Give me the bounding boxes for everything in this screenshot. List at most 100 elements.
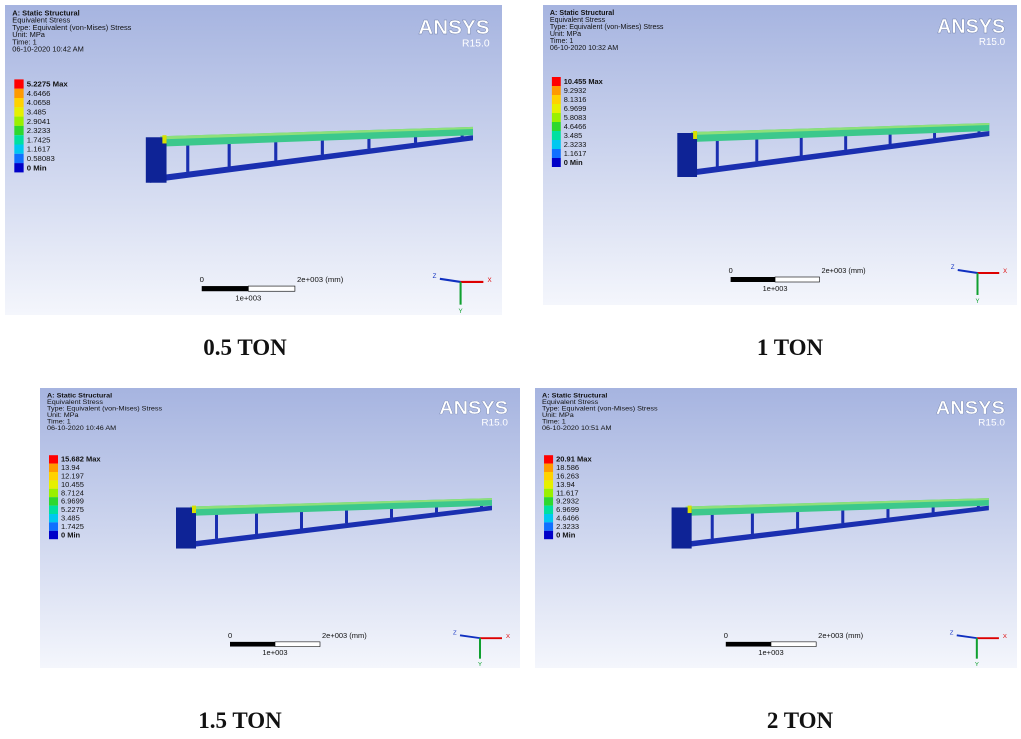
legend-swatch (14, 126, 23, 135)
legend-label: 1.1617 (564, 149, 587, 158)
beam-vertical (932, 507, 935, 513)
legend-swatch (14, 154, 23, 163)
legend-label: 5.2275 Max (27, 80, 69, 89)
scale-white (275, 642, 320, 647)
legend-swatch (552, 122, 561, 131)
scale-end: 2e+003 (mm) (821, 266, 866, 275)
caption: 2 TON (700, 708, 900, 734)
legend-swatch (49, 522, 58, 530)
legend-label: 11.617 (556, 489, 578, 498)
beam-end (672, 507, 692, 548)
legend-swatch (552, 86, 561, 95)
beam-vertical (755, 138, 758, 161)
beam-vertical (435, 507, 438, 513)
legend-swatch (544, 514, 553, 522)
legend-swatch (49, 455, 58, 463)
scale-start: 0 (724, 631, 728, 640)
legend-label: 0 Min (61, 531, 80, 540)
logo: ANSYS (937, 16, 1005, 38)
beam-end (176, 507, 196, 548)
legend-swatch (49, 506, 58, 514)
scale-mid: 1e+003 (235, 294, 261, 303)
legend-label: 8.1316 (564, 95, 587, 104)
legend-label: 4.6466 (27, 89, 51, 98)
legend-label: 0.58083 (27, 154, 55, 163)
triad-y-label: Y (459, 308, 463, 315)
legend-label: 1.1617 (27, 145, 51, 154)
legend-label: 4.6466 (556, 514, 579, 523)
beam-vertical (889, 134, 892, 144)
legend-swatch (49, 531, 58, 539)
beam-vertical (255, 512, 258, 534)
beam-vertical (300, 511, 303, 529)
legend-swatch (552, 158, 561, 167)
header-line: 06-10-2020 10:51 AM (542, 425, 612, 432)
scale-mid: 1e+003 (763, 284, 788, 293)
logo: ANSYS (439, 398, 508, 419)
triad-z-label: Z (453, 631, 457, 637)
hotspot (693, 131, 697, 139)
beam-vertical (800, 137, 803, 156)
legend-label: 1.7425 (27, 135, 51, 144)
legend-label: 13.94 (61, 463, 80, 472)
legend-label: 13.94 (556, 480, 575, 489)
legend-label: 0 Min (27, 163, 47, 172)
legend-swatch (552, 131, 561, 140)
logo: ANSYS (418, 16, 489, 39)
legend-swatch (49, 464, 58, 472)
hotspot (688, 506, 692, 513)
scale-black (202, 286, 249, 291)
scale-black (731, 277, 775, 282)
legend-label: 3.485 (61, 514, 80, 523)
legend-label: 12.197 (61, 472, 84, 481)
scale-white (775, 277, 819, 282)
scale-end: 2e+003 (mm) (818, 631, 863, 640)
scale-start: 0 (228, 631, 232, 640)
legend-swatch (14, 145, 23, 154)
scale-black (726, 642, 771, 647)
legend-swatch (544, 506, 553, 514)
legend-label: 5.2275 (61, 505, 84, 514)
legend-label: 4.0658 (27, 98, 51, 107)
hotspot (162, 135, 166, 143)
beam-end (677, 133, 697, 177)
triad-x-label: X (488, 277, 492, 284)
legend-swatch (14, 79, 23, 88)
legend-label: 2.3233 (556, 522, 579, 531)
triad-z-label: Z (433, 273, 437, 280)
beam-vertical (367, 138, 370, 149)
beam-vertical (390, 508, 393, 518)
legend-label: 2.9041 (27, 117, 51, 126)
legend-label: 3.485 (564, 131, 583, 140)
legend-swatch (544, 497, 553, 505)
triad-z-label: Z (950, 631, 954, 637)
scale-mid: 1e+003 (758, 648, 783, 657)
legend-swatch (49, 480, 58, 488)
legend-swatch (49, 472, 58, 480)
legend-swatch (544, 472, 553, 480)
beam-vertical (751, 512, 754, 534)
legend-label: 15.682 Max (61, 455, 101, 464)
legend-swatch (544, 464, 553, 472)
legend-label: 0 Min (564, 158, 583, 167)
legend-label: 2.3233 (27, 126, 51, 135)
legend-swatch (49, 497, 58, 505)
beam-vertical (886, 508, 889, 518)
legend-label: 4.6466 (564, 122, 587, 131)
legend-label: 6.9699 (61, 497, 84, 506)
legend-label: 2.3233 (564, 140, 587, 149)
scale-black (230, 642, 275, 647)
legend-label: 5.8083 (564, 113, 587, 122)
legend-swatch (552, 140, 561, 149)
legend-swatch (544, 531, 553, 539)
legend-swatch (544, 489, 553, 497)
legend-label: 10.455 Max (564, 77, 604, 86)
legend-swatch (552, 104, 561, 113)
scale-end: 2e+003 (mm) (322, 631, 367, 640)
beam-vertical (215, 513, 218, 538)
version: R15.0 (979, 37, 1006, 48)
legend-swatch (544, 522, 553, 530)
legend-swatch (14, 163, 23, 172)
caption: 1 TON (690, 335, 890, 361)
